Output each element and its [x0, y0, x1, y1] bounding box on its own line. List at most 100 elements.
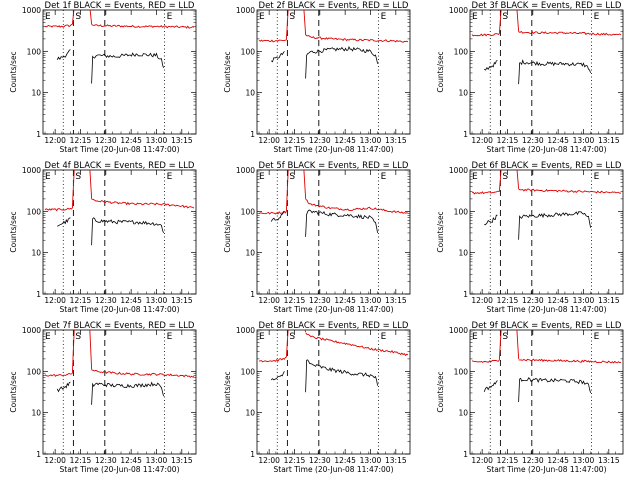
lld-saturation-line: [285, 330, 307, 358]
marker-label-e: E: [259, 12, 265, 22]
lld-series-line: [472, 190, 500, 195]
y-tick-label: 10: [31, 89, 41, 98]
y-axis-label: Counts/sec: [9, 211, 18, 252]
chart-panel-8: Det 8f BLACK = Events, RED = LLD 1 10 100 10…: [223, 321, 411, 474]
x-tick-label: 12:00: [471, 456, 493, 465]
marker-label-e: E: [381, 172, 387, 182]
chart-panel-3: Det 3f BLACK = Events, RED = LLD 1 10 100 10…: [436, 1, 624, 154]
marker-label-e: E: [167, 332, 173, 342]
y-tick-label: 1000: [236, 166, 255, 175]
chart-panel-1: Det 1f BLACK = Events, RED = LLD 1 10 100 10…: [9, 1, 197, 154]
x-axis-label: Start Time (20-Jun-08 11:47:00): [274, 145, 394, 154]
lld-series-line: [91, 198, 195, 209]
x-tick-label: 13:15: [385, 296, 407, 305]
events-series-line: [270, 210, 285, 222]
marker-label-e: E: [167, 12, 173, 22]
events-series-line: [57, 217, 71, 227]
chart-title: Det 3f BLACK = Events, RED = LLD: [472, 1, 622, 11]
y-tick-label: 1000: [236, 6, 255, 15]
marker-label-s: S: [289, 172, 295, 182]
lld-series-line: [518, 358, 622, 364]
x-tick-label: 12:30: [95, 456, 117, 465]
x-tick-label: 12:15: [497, 456, 519, 465]
y-axis-label: Counts/sec: [436, 51, 445, 92]
x-tick-label: 12:00: [258, 456, 280, 465]
data-layer: [44, 170, 195, 246]
data-layer: [472, 170, 622, 240]
y-tick-label: 10: [245, 249, 255, 258]
y-tick-label: 100: [454, 47, 469, 56]
plot-frame: [469, 169, 624, 295]
y-tick-label: 1000: [449, 6, 468, 15]
data-layer: [44, 330, 195, 405]
events-series-line: [483, 380, 498, 393]
y-tick-label: 1: [36, 130, 41, 139]
plot-frame: [256, 329, 411, 455]
marker-label-s: S: [502, 12, 508, 22]
data-layer: [258, 10, 409, 79]
events-series-line: [305, 46, 378, 79]
y-axis-label: Counts/sec: [9, 51, 18, 92]
y-tick-label: 1000: [22, 326, 41, 335]
x-tick-label: 13:15: [598, 136, 620, 145]
chart-title: Det 7f BLACK = Events, RED = LLD: [45, 321, 195, 331]
y-tick-label: 10: [458, 409, 468, 418]
lld-series-line: [518, 30, 622, 36]
y-axis-label: Counts/sec: [436, 371, 445, 412]
chart-title: Det 8f BLACK = Events, RED = LLD: [259, 321, 409, 331]
lld-series-line: [518, 188, 622, 194]
y-tick-label: 1000: [22, 166, 41, 175]
y-axis-label: Counts/sec: [223, 371, 232, 412]
x-axis-label: Start Time (20-Jun-08 11:47:00): [274, 465, 394, 474]
y-tick-label: 10: [458, 249, 468, 258]
y-tick-label: 100: [241, 47, 256, 56]
x-tick-label: 12:45: [547, 456, 569, 465]
lld-series-line: [305, 198, 409, 214]
y-tick-label: 10: [31, 249, 41, 258]
lld-saturation-line: [71, 330, 93, 374]
lld-saturation-line: [285, 170, 307, 212]
y-tick-label: 1000: [449, 326, 468, 335]
events-series-line: [483, 60, 498, 71]
x-tick-label: 13:00: [573, 456, 595, 465]
x-tick-label: 13:15: [171, 456, 193, 465]
chart-panel-4: Det 4f BLACK = Events, RED = LLD 1 10 100 10…: [9, 161, 197, 314]
lld-saturation-line: [498, 330, 520, 360]
chart-title: Det 4f BLACK = Events, RED = LLD: [45, 161, 195, 171]
y-tick-label: 10: [31, 409, 41, 418]
x-tick-label: 13:00: [146, 456, 168, 465]
marker-label-s: S: [502, 172, 508, 182]
events-series-line: [270, 51, 285, 63]
x-tick-label: 13:15: [171, 296, 193, 305]
x-tick-label: 12:15: [284, 136, 306, 145]
x-tick-label: 12:45: [334, 296, 356, 305]
marker-label-e: E: [381, 332, 387, 342]
chart-panel-2: Det 2f BLACK = Events, RED = LLD 1 10 100 10…: [223, 1, 411, 154]
chart-title: Det 9f BLACK = Events, RED = LLD: [472, 321, 622, 331]
events-series-line: [91, 52, 164, 84]
chart-panel-9: Det 9f BLACK = Events, RED = LLD 1 10 100 10…: [436, 321, 624, 474]
marker-label-e: E: [472, 332, 478, 342]
marker-label-e: E: [472, 172, 478, 182]
x-tick-label: 12:45: [120, 136, 142, 145]
events-series-line: [91, 381, 164, 405]
x-tick-label: 12:30: [522, 136, 544, 145]
plot-frame: [42, 169, 197, 295]
lld-series-line: [258, 210, 287, 215]
events-series-line: [56, 381, 71, 393]
x-tick-label: 13:00: [146, 136, 168, 145]
x-tick-label: 13:00: [573, 296, 595, 305]
x-tick-label: 12:00: [44, 296, 66, 305]
x-tick-label: 12:30: [309, 456, 331, 465]
x-axis-label: Start Time (20-Jun-08 11:47:00): [60, 305, 180, 314]
x-tick-label: 12:00: [471, 136, 493, 145]
events-series-line: [484, 214, 498, 226]
plot-frame: [42, 9, 197, 135]
marker-label-s: S: [75, 172, 81, 182]
x-tick-label: 12:15: [497, 136, 519, 145]
lld-series-line: [44, 207, 73, 212]
x-tick-label: 12:15: [70, 456, 92, 465]
y-axis-label: Counts/sec: [223, 51, 232, 92]
data-layer: [44, 10, 195, 84]
